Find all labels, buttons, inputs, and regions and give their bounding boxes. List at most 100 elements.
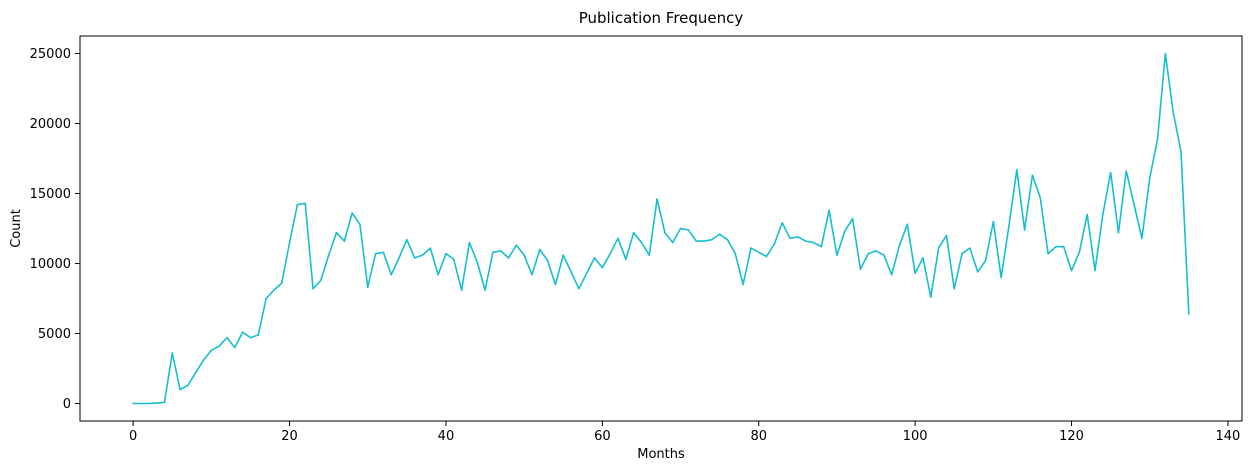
data-point	[343, 240, 346, 242]
data-point	[851, 217, 854, 220]
data-point	[1172, 111, 1174, 114]
data-point	[249, 336, 252, 339]
data-point	[632, 231, 635, 234]
data-point	[539, 248, 541, 251]
x-tick-label: 140	[1216, 429, 1241, 444]
data-point	[898, 244, 901, 247]
data-point	[1102, 213, 1104, 216]
data-point	[664, 231, 666, 234]
data-point	[554, 283, 557, 286]
data-point	[867, 252, 870, 255]
data-point	[460, 289, 463, 291]
data-point	[601, 266, 604, 269]
data-point	[499, 250, 502, 252]
data-point	[1031, 174, 1034, 177]
data-point	[351, 212, 353, 214]
data-point	[648, 254, 651, 256]
data-point	[820, 245, 823, 248]
data-point	[476, 261, 479, 263]
data-point	[452, 258, 455, 261]
data-point	[671, 241, 674, 244]
data-point	[484, 289, 486, 291]
data-point	[1125, 170, 1128, 172]
data-point	[148, 402, 150, 405]
data-point	[906, 223, 909, 226]
y-tick-label: 5000	[38, 327, 71, 342]
data-point	[890, 273, 893, 276]
x-tick-label: 80	[750, 429, 767, 444]
data-point	[359, 223, 361, 226]
data-point	[640, 241, 643, 244]
data-point	[429, 247, 432, 249]
data-point	[202, 359, 205, 361]
data-point	[797, 236, 799, 238]
y-tick-label: 0	[63, 397, 71, 412]
data-point	[1062, 245, 1065, 248]
data-point	[406, 238, 408, 241]
data-point	[171, 352, 174, 354]
y-axis-ticks: 0 5000 10000 15000 20000 25000	[30, 47, 80, 412]
data-point	[398, 257, 400, 259]
data-point	[210, 349, 213, 352]
series-layer	[132, 52, 1190, 405]
data-point	[679, 227, 682, 230]
data-point	[546, 259, 549, 262]
y-tick-label: 10000	[30, 257, 71, 272]
data-point	[241, 331, 244, 333]
data-point	[953, 287, 956, 290]
data-point	[773, 243, 776, 245]
data-point	[163, 401, 166, 404]
plot-frame	[79, 35, 1243, 422]
data-point	[468, 241, 471, 244]
data-point	[875, 250, 877, 252]
data-point	[859, 268, 862, 270]
y-axis-label: Count	[9, 209, 24, 248]
data-point	[1055, 245, 1057, 248]
data-point	[437, 273, 439, 276]
y-tick-label: 20000	[30, 117, 71, 132]
data-point	[929, 296, 932, 298]
data-point	[132, 402, 134, 405]
data-point	[1141, 237, 1143, 240]
data-point	[734, 252, 737, 255]
data-point	[812, 241, 815, 244]
data-point	[961, 252, 963, 255]
data-point	[781, 222, 783, 224]
x-tick-label: 120	[1059, 429, 1084, 444]
data-point	[265, 297, 267, 300]
data-point	[1109, 171, 1112, 174]
x-tick-label: 40	[438, 429, 455, 444]
data-point	[656, 198, 658, 200]
data-point	[531, 273, 533, 276]
data-point	[296, 203, 299, 206]
data-point	[273, 289, 275, 291]
data-point	[179, 388, 181, 391]
data-point	[765, 255, 768, 258]
data-point	[593, 257, 596, 259]
data-point	[390, 273, 393, 276]
data-point	[1047, 252, 1049, 255]
data-point	[1148, 177, 1151, 179]
x-tick-label: 100	[903, 429, 928, 444]
data-point	[492, 251, 494, 254]
x-axis-ticks: 0 20 40 60 80 100 120 140	[129, 421, 1240, 444]
chart-title: Publication Frequency	[579, 9, 744, 27]
data-point	[234, 346, 236, 349]
data-point	[742, 283, 744, 286]
data-point	[1117, 231, 1120, 234]
x-tick-label: 0	[129, 429, 137, 444]
data-point	[327, 254, 330, 256]
data-point	[507, 257, 510, 259]
data-point	[140, 402, 142, 405]
data-point	[1164, 52, 1167, 55]
data-point	[937, 247, 940, 249]
data-point	[194, 371, 197, 374]
data-point	[562, 254, 565, 256]
data-point	[711, 238, 713, 241]
data-point	[312, 287, 314, 290]
data-point	[1188, 313, 1190, 315]
data-point	[1180, 150, 1182, 153]
data-point	[187, 384, 189, 387]
data-point	[280, 282, 283, 284]
